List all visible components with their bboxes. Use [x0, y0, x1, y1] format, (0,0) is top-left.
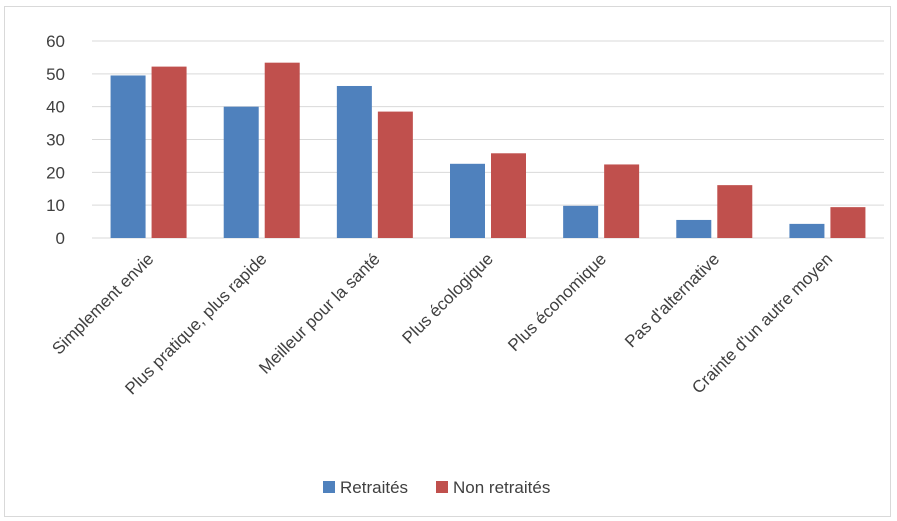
y-tick-label: 0 [56, 229, 65, 248]
y-axis-ticks: 0 10 20 30 40 50 60 [46, 32, 65, 248]
x-tick-label: Simplement envie [48, 249, 157, 358]
x-tick-label: Plus écologique [399, 249, 497, 347]
bar [110, 75, 146, 238]
y-tick-label: 20 [46, 163, 65, 182]
legend-swatch [436, 481, 448, 493]
bar [563, 205, 599, 238]
bar [151, 66, 187, 238]
x-tick-label: Pas d'alternative [621, 249, 723, 351]
y-tick-label: 30 [46, 131, 65, 150]
chart-frame: 0 10 20 30 40 50 60 Simplement envie Plus prati… [4, 6, 891, 517]
legend-label: Retraités [340, 478, 408, 497]
bar [491, 153, 526, 238]
y-tick-label: 10 [46, 196, 65, 215]
bar [789, 223, 825, 238]
bar [450, 163, 485, 238]
bar [830, 207, 866, 238]
bar [717, 185, 753, 238]
bar [223, 106, 259, 239]
x-tick-label: Meilleur pour la santé [255, 249, 383, 377]
y-tick-label: 50 [46, 65, 65, 84]
bar [377, 111, 413, 238]
legend-label: Non retraités [453, 478, 550, 497]
y-tick-label: 40 [46, 98, 65, 117]
legend-swatch [323, 481, 335, 493]
bar [604, 164, 640, 238]
legend: Retraités Non retraités [323, 478, 550, 497]
y-tick-label: 60 [46, 32, 65, 51]
bar [336, 85, 372, 239]
gridlines [92, 40, 884, 239]
x-tick-label: Plus économique [504, 249, 610, 355]
bars [110, 62, 866, 239]
bar [676, 219, 712, 238]
bar [264, 62, 300, 238]
